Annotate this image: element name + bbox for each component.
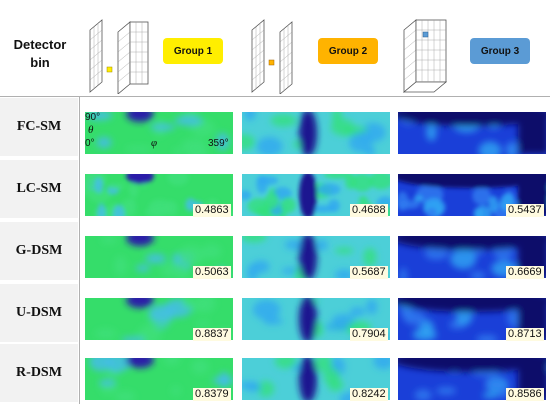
row-label-cell <box>0 222 78 280</box>
detector-panel-front <box>89 19 103 93</box>
heatmap-image <box>398 298 546 340</box>
column-divider <box>79 96 80 404</box>
detector-panel-front <box>251 19 265 93</box>
detector-label-line1: Detector <box>13 37 67 52</box>
similarity-score: 0.5437 <box>506 204 544 217</box>
group-3-label: Group 3 <box>470 38 530 64</box>
similarity-score: 0.8379 <box>193 388 231 401</box>
heatmap-fc-sm-group-2 <box>242 112 390 154</box>
row-label: G-DSM <box>15 243 63 258</box>
detector-bin-marker <box>268 59 275 66</box>
heatmap-r-dsm-group-3 <box>398 358 546 400</box>
detector-illustration-group-3 <box>402 19 448 93</box>
similarity-score: 0.8713 <box>506 328 544 341</box>
detector-illustration-group-2 <box>251 19 293 94</box>
similarity-score: 0.5063 <box>193 266 231 279</box>
heatmap-image <box>242 112 390 154</box>
theta-min-label: 0° <box>85 138 95 149</box>
row-label: U-DSM <box>16 305 62 320</box>
header-divider <box>0 96 550 97</box>
heatmap-image <box>398 358 546 400</box>
similarity-score: 0.6669 <box>506 266 544 279</box>
detector-panel-back <box>279 21 293 94</box>
group-2-label: Group 2 <box>318 38 378 64</box>
similarity-score: 0.4688 <box>350 204 388 217</box>
similarity-score: 0.7904 <box>350 328 388 341</box>
detector-panel-front <box>403 19 417 93</box>
row-label-cell <box>0 284 78 342</box>
row-label: LC-SM <box>16 181 62 196</box>
phi-symbol: φ <box>151 137 158 149</box>
theta-symbol: θ <box>88 124 94 136</box>
heatmap-image <box>398 112 546 154</box>
phi-max-label: 359° <box>208 138 229 149</box>
heatmap-u-dsm-group-3 <box>398 298 546 340</box>
group-1-label: Group 1 <box>163 38 223 64</box>
detector-bin-label: Detector bin <box>4 36 76 72</box>
similarity-score: 0.5687 <box>350 266 388 279</box>
detector-illustration-group-1 <box>89 19 149 94</box>
similarity-score: 0.4863 <box>193 204 231 217</box>
similarity-score: 0.8586 <box>506 388 544 401</box>
detector-bin-marker <box>106 66 113 73</box>
heatmap-fc-sm-group-3 <box>398 112 546 154</box>
row-label-cell <box>0 344 78 402</box>
row-label: FC-SM <box>16 119 62 134</box>
theta-max-label: 90° <box>85 112 101 123</box>
detector-panel-back <box>117 21 149 94</box>
detector-panel-back <box>402 19 448 93</box>
similarity-score: 0.8837 <box>193 328 231 341</box>
row-label: R-DSM <box>16 365 62 380</box>
heatmap-fc-sm-group-1 <box>85 112 233 154</box>
detector-label-line2: bin <box>30 55 50 70</box>
similarity-score: 0.8242 <box>350 388 388 401</box>
heatmap-image <box>85 112 233 154</box>
row-label-cell <box>0 160 78 218</box>
row-label-cell <box>0 98 78 156</box>
detector-bin-marker <box>422 31 429 38</box>
